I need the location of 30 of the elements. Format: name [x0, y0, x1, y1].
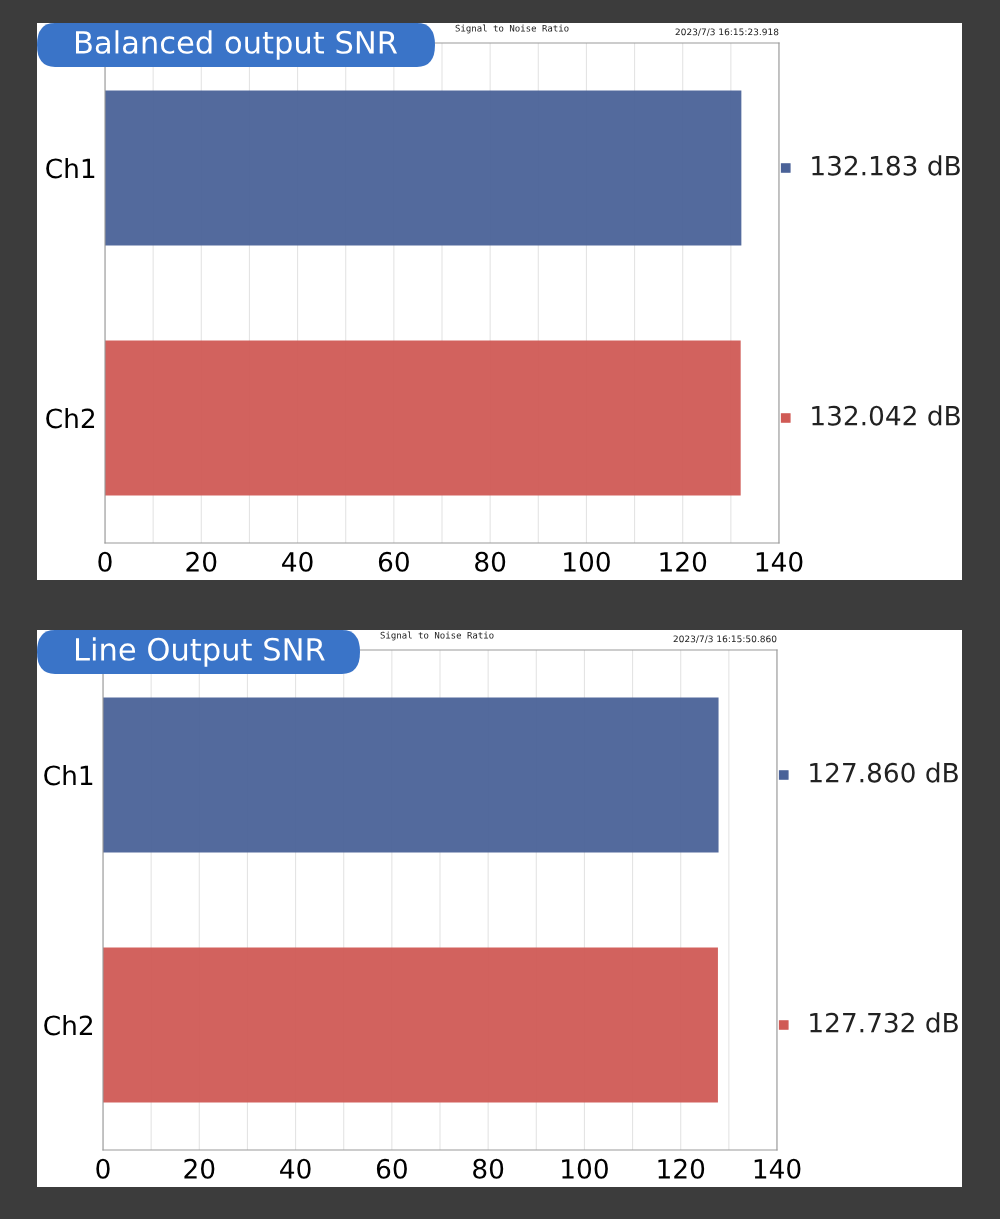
- x-tick-label: 60: [378, 551, 409, 572]
- data-label: 132.042 dB: [812, 405, 960, 426]
- x-tick-label: 20: [184, 1158, 215, 1179]
- x-tick-label: 100: [562, 1158, 608, 1179]
- x-tick-label: 140: [754, 1158, 801, 1179]
- text: 2023/7/3 16:15:23.918: [675, 28, 779, 36]
- chart-subtitle: Signal to Noise Ratio: [455, 24, 569, 34]
- x-tick-label: 120: [660, 551, 707, 572]
- text: 2023/7/3 16:15:50.860: [673, 635, 777, 643]
- x-tick-label: 0: [96, 1158, 110, 1179]
- y-tick-label: Ch1: [46, 157, 95, 179]
- chart-title: Line Output SNR: [76, 637, 325, 667]
- chart-subtitle: Signal to Noise Ratio: [380, 631, 494, 641]
- x-tick-label: 40: [282, 551, 313, 572]
- x-tick-label: 80: [473, 1158, 504, 1179]
- data-label: 127.732 dB: [810, 1012, 958, 1033]
- y-tick-label: Ch1: [44, 764, 93, 786]
- x-tick-label: 60: [376, 1158, 407, 1179]
- x-tick-label: 100: [564, 551, 610, 572]
- y-tick-label: Ch2: [44, 1014, 93, 1036]
- data-label: 132.183 dB: [812, 155, 960, 176]
- x-tick-label: 140: [756, 551, 803, 572]
- x-tick-label: 20: [186, 551, 217, 572]
- y-tick-label: Ch2: [46, 407, 95, 429]
- x-tick-label: 0: [98, 551, 112, 572]
- chart-title: Balanced output SNR: [76, 30, 398, 60]
- data-label: 127.860 dB: [810, 762, 958, 783]
- x-tick-label: 80: [475, 551, 506, 572]
- x-tick-label: 120: [658, 1158, 705, 1179]
- x-tick-label: 40: [280, 1158, 311, 1179]
